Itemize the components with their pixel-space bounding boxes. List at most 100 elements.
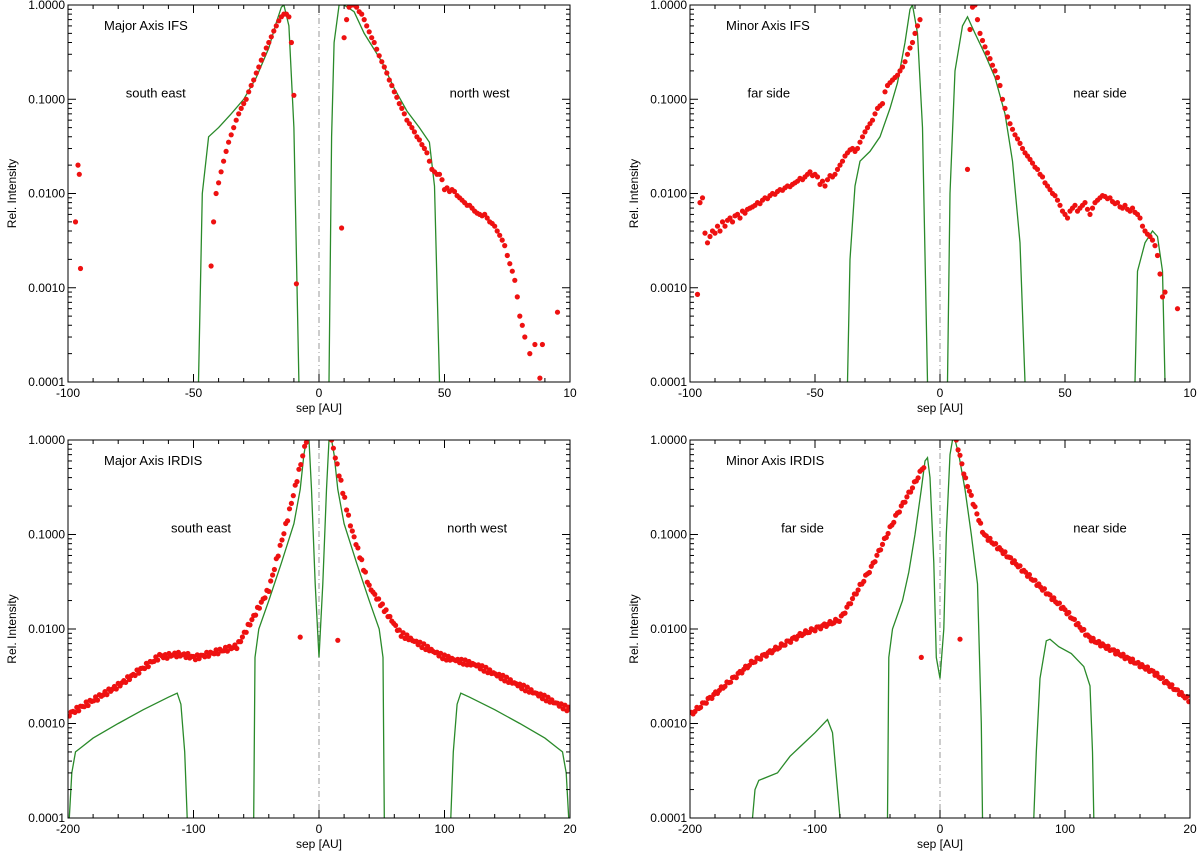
data-point (249, 617, 255, 623)
data-point (285, 518, 291, 524)
data-point (451, 188, 458, 195)
data-point (514, 294, 520, 300)
data-point (1159, 294, 1166, 300)
data-point (502, 243, 508, 249)
data-point (974, 17, 981, 23)
data-point (1026, 572, 1032, 578)
data-point (839, 158, 846, 164)
data-point (419, 142, 425, 148)
data-point (953, 440, 959, 443)
data-point (298, 462, 304, 468)
data-point (77, 265, 84, 272)
x-tick-label: -100 (56, 386, 80, 400)
y-tick-label: 0.0100 (28, 187, 65, 201)
data-point (401, 111, 407, 117)
data-point (68, 713, 72, 719)
x-axis-title: sep [AU] (917, 401, 963, 415)
model-line-segment (946, 15, 1026, 382)
data-point (376, 596, 382, 602)
y-tick-label: 0.1000 (28, 528, 65, 542)
data-point (1064, 215, 1071, 221)
data-point (1152, 243, 1158, 249)
data-point (369, 35, 375, 41)
data-point (243, 96, 249, 102)
data-point (389, 82, 395, 89)
data-point (855, 587, 861, 593)
data-point (393, 622, 399, 629)
data-point (386, 77, 392, 83)
data-point (532, 341, 538, 348)
data-point (1019, 145, 1026, 152)
x-tick-label: -100 (181, 822, 205, 836)
data-point (1071, 616, 1077, 623)
data-point (340, 490, 346, 496)
data-point (963, 475, 969, 481)
model-line-segment (1134, 229, 1166, 382)
chart-panel-4: -200 -100 0 100 20 0.0001 0.0010 0.0100 0.1000 1.… (627, 433, 1197, 851)
data-point (303, 440, 309, 445)
data-point (302, 443, 308, 449)
data-point (243, 629, 249, 635)
data-point (338, 477, 344, 483)
data-point (347, 523, 353, 529)
data-point (697, 200, 703, 206)
data-point (286, 506, 293, 512)
y-tick-label: 0.0010 (650, 717, 687, 731)
data-point (1169, 682, 1175, 688)
data-point (746, 662, 753, 668)
data-point (1120, 651, 1126, 657)
data-point (483, 664, 489, 670)
data-point (335, 637, 341, 643)
data-point (275, 553, 281, 559)
data-point (261, 51, 267, 57)
data-point (1107, 195, 1113, 201)
y-tick-label: 1.0000 (650, 433, 687, 447)
data-point (703, 700, 709, 706)
data-point (964, 166, 971, 172)
data-point (978, 520, 984, 526)
data-point (807, 169, 813, 175)
data-point (999, 96, 1006, 102)
data-point (714, 223, 721, 229)
data-point (878, 547, 884, 553)
data-point (853, 591, 859, 597)
data-point (1004, 114, 1011, 120)
data-point (342, 494, 348, 500)
x-tick-label: 0 (316, 822, 323, 836)
data-point (400, 630, 406, 636)
data-point (271, 566, 277, 573)
data-point (224, 648, 230, 654)
data-point (1007, 121, 1013, 127)
data-point (909, 39, 916, 46)
annotation-left: far side (748, 85, 791, 100)
data-point (399, 105, 405, 111)
annotation-right: north west (447, 521, 507, 536)
panel-title: Major Axis IFS (104, 18, 188, 33)
data-point (364, 23, 370, 29)
data-point (383, 607, 389, 613)
data-point (494, 228, 500, 234)
x-tick-label: 50 (1058, 386, 1072, 400)
data-point (76, 171, 82, 177)
data-point (145, 664, 151, 670)
y-tick-label: 1.0000 (28, 0, 65, 12)
data-point (964, 483, 971, 490)
data-point (1174, 687, 1181, 693)
data-point (355, 545, 361, 551)
data-point (709, 695, 715, 702)
data-point (992, 68, 998, 74)
data-point (262, 595, 268, 601)
y-axis-title: Rel. Intensity (627, 159, 641, 228)
data-point (1057, 202, 1063, 208)
data-point (758, 656, 764, 662)
data-point (268, 578, 274, 584)
data-point (729, 219, 736, 225)
x-tick-label: 0 (316, 386, 323, 400)
annotation-right: near side (1073, 85, 1126, 100)
data-point (1075, 620, 1081, 627)
data-point (94, 697, 101, 703)
data-point (354, 5, 360, 10)
data-point (834, 166, 841, 172)
data-point (832, 171, 838, 177)
data-point (1162, 289, 1168, 295)
